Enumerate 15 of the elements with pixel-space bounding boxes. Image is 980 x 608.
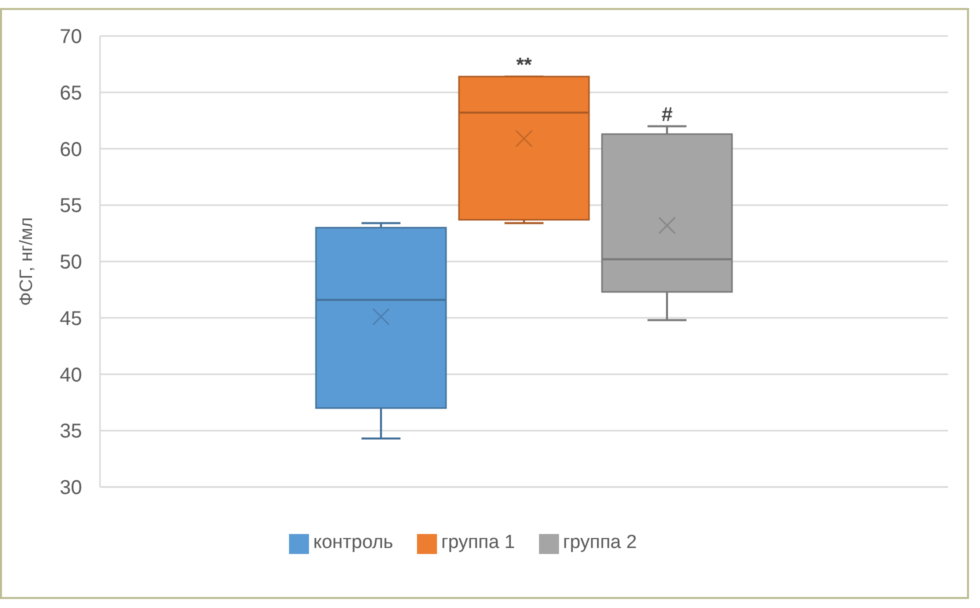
legend-label: группа 2 xyxy=(563,532,637,553)
y-tick-label: 65 xyxy=(60,82,82,104)
legend-label: группа 1 xyxy=(441,532,515,553)
legend-label: контроль xyxy=(313,532,394,553)
y-tick-label: 40 xyxy=(60,364,82,386)
y-tick-label: 30 xyxy=(60,477,82,500)
y-tick-label: 60 xyxy=(60,138,82,161)
annotation: ** xyxy=(516,54,532,77)
y-tick-label: 55 xyxy=(60,195,82,218)
y-tick-label: 35 xyxy=(60,420,82,443)
y-tick-label: 70 xyxy=(60,26,82,48)
y-tick-label: 50 xyxy=(60,252,82,274)
y-axis-title: ФСГ, нг/мл xyxy=(16,217,36,306)
annotation: # xyxy=(661,104,673,126)
y-tick-label: 45 xyxy=(60,308,82,330)
